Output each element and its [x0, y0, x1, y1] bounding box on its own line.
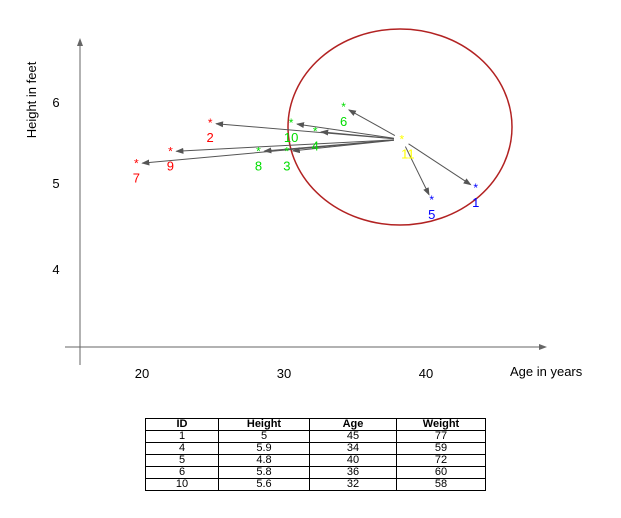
x-tick-label: 30 — [277, 366, 291, 381]
table-cell: 1 — [145, 430, 219, 443]
data-point-label: 5 — [428, 207, 435, 222]
table-cell: 32 — [309, 478, 397, 491]
table-row: 6 5.8 36 60 — [145, 466, 486, 479]
table-cell: 5.6 — [218, 478, 310, 491]
column-header-id: ID — [145, 418, 219, 431]
y-axis-title: Height in feet — [24, 61, 39, 138]
x-tick-label: 20 — [135, 366, 149, 381]
column-header-weight: Weight — [396, 418, 486, 431]
table-cell: 59 — [396, 442, 486, 455]
table-cell: 5 — [218, 430, 310, 443]
data-point-marker: * — [256, 145, 261, 159]
table-cell: 60 — [396, 466, 486, 479]
data-point-label: 7 — [133, 171, 140, 186]
x-axis-arrow-icon — [539, 344, 547, 350]
neighbor-arrow — [320, 129, 394, 140]
y-tick-label: 6 — [52, 95, 59, 110]
data-point-label: 6 — [340, 114, 347, 129]
data-point-label: 9 — [167, 159, 174, 174]
data-point-label: 4 — [312, 138, 319, 153]
data-point-marker: * — [289, 116, 294, 130]
data-point-label: 3 — [283, 159, 290, 174]
data-points: *1*2*3*4*5*6*7*8*9*10 *11 — [133, 100, 480, 222]
knn-scatter-plot: *1*2*3*4*5*6*7*8*9*10 *11 20 30 40 4 5 6 … — [24, 28, 583, 381]
y-axis-arrow-icon — [77, 38, 83, 46]
query-point-label: 11 — [401, 146, 415, 161]
data-point-marker: * — [473, 181, 478, 195]
neighbor-arrow — [408, 143, 472, 186]
table-row: 5 4.8 40 72 — [145, 454, 486, 467]
column-header-age: Age — [309, 418, 397, 431]
table-cell: 45 — [309, 430, 397, 443]
data-point-marker: * — [341, 100, 346, 114]
table-cell: 40 — [309, 454, 397, 467]
data-point-label: 8 — [255, 159, 262, 174]
data-table: ID Height Age Weight 1 5 45 77 4 5.9 34 … — [145, 418, 486, 491]
data-point-marker: * — [208, 116, 213, 130]
data-point-marker: * — [313, 124, 318, 138]
table-row: 10 5.6 32 58 — [145, 478, 486, 491]
neighbor-arrows — [141, 109, 472, 196]
table-cell: 10 — [145, 478, 219, 491]
table-cell: 5.9 — [218, 442, 310, 455]
table-cell: 4 — [145, 442, 219, 455]
table-cell: 4.8 — [218, 454, 310, 467]
table-header-row: ID Height Age Weight — [145, 418, 486, 431]
query-point-marker: * — [400, 132, 405, 146]
neighbor-arrow — [404, 146, 430, 196]
neighborhood-circle — [287, 28, 513, 226]
neighbor-arrow — [296, 122, 395, 139]
neighbor-arrow — [263, 139, 394, 154]
table-cell: 77 — [396, 430, 486, 443]
data-point-marker: * — [134, 157, 139, 171]
table-cell: 6 — [145, 466, 219, 479]
table-row: 1 5 45 77 — [145, 430, 486, 443]
table-cell: 72 — [396, 454, 486, 467]
column-header-height: Height — [218, 418, 310, 431]
neighbor-arrow — [348, 109, 396, 136]
data-point-label: 1 — [472, 195, 479, 210]
table-cell: 58 — [396, 478, 486, 491]
table-cell: 36 — [309, 466, 397, 479]
data-point-marker: * — [429, 193, 434, 207]
y-tick-label: 4 — [52, 262, 59, 277]
data-point-label: 10 — [284, 130, 298, 145]
table-cell: 5 — [145, 454, 219, 467]
data-point-label: 2 — [207, 130, 214, 145]
x-axis-title: Age in years — [510, 364, 583, 379]
table-cell: 5.8 — [218, 466, 310, 479]
table-cell: 34 — [309, 442, 397, 455]
neighbor-arrow — [175, 139, 394, 154]
data-point-marker: * — [285, 145, 290, 159]
data-point-marker: * — [168, 145, 173, 159]
x-tick-label: 40 — [419, 366, 433, 381]
y-tick-label: 5 — [52, 176, 59, 191]
table-row: 4 5.9 34 59 — [145, 442, 486, 455]
